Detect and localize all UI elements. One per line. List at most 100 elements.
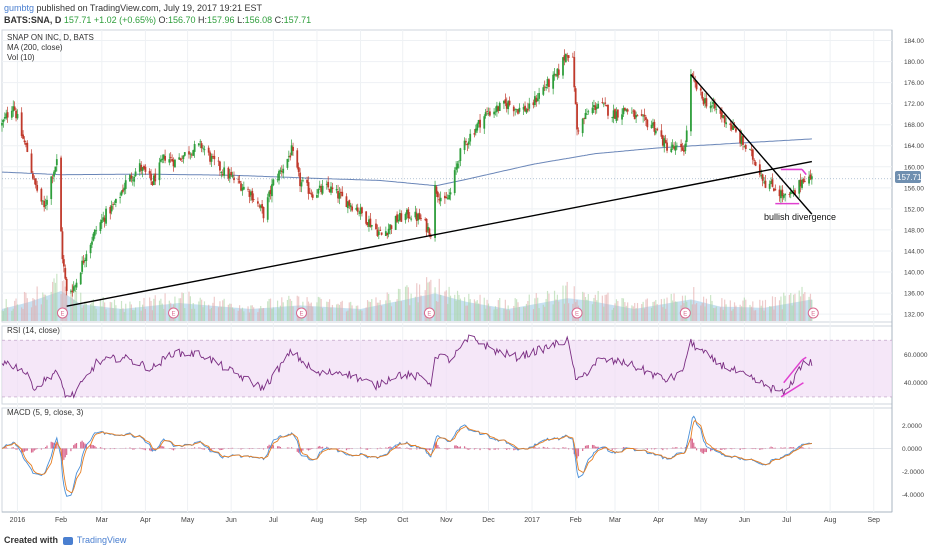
candle-body bbox=[458, 161, 460, 163]
x-tick-label: Feb bbox=[570, 517, 582, 524]
volume-bar bbox=[455, 300, 457, 321]
volume-bar bbox=[123, 312, 125, 321]
candle-body bbox=[53, 171, 55, 177]
macd-histogram-bar bbox=[593, 445, 595, 449]
volume-bar bbox=[7, 307, 9, 321]
candle-body bbox=[356, 207, 359, 212]
candle-body bbox=[713, 102, 716, 109]
macd-histogram-bar bbox=[455, 445, 457, 449]
volume-bar bbox=[219, 301, 221, 321]
macd-histogram-bar bbox=[276, 446, 279, 449]
bullish-divergence-annotation: bullish divergence bbox=[764, 212, 836, 222]
candle-body bbox=[616, 109, 619, 118]
macd-histogram-bar bbox=[673, 447, 675, 449]
footer-brand[interactable]: TradingView bbox=[76, 535, 127, 545]
candle-body bbox=[34, 178, 37, 186]
candle-body bbox=[607, 104, 609, 116]
volume-bar bbox=[485, 308, 487, 321]
volume-bar bbox=[515, 299, 518, 321]
volume-bar bbox=[760, 305, 762, 321]
x-tick-label: Jul bbox=[269, 517, 278, 524]
candle-body bbox=[272, 179, 275, 186]
publish-info: gumbtg published on TradingView.com, Jul… bbox=[4, 3, 262, 13]
volume-bar bbox=[371, 299, 373, 321]
volume-bar bbox=[397, 288, 400, 321]
volume-bar bbox=[594, 294, 596, 321]
candle-body bbox=[525, 109, 528, 113]
close-value: 157.71 bbox=[283, 15, 312, 25]
x-tick-label: Sep bbox=[867, 517, 880, 524]
author-link[interactable]: gumbtg bbox=[4, 3, 35, 13]
volume-bar bbox=[565, 285, 567, 321]
macd-histogram-bar bbox=[475, 448, 477, 450]
volume-bar bbox=[112, 308, 114, 321]
macd-histogram-bar bbox=[33, 448, 35, 451]
volume-bar bbox=[513, 305, 515, 321]
volume-bar bbox=[261, 308, 263, 321]
candle-body bbox=[217, 160, 220, 162]
candle-body bbox=[538, 93, 540, 99]
macd-histogram-bar bbox=[479, 448, 481, 451]
macd-histogram-bar bbox=[337, 448, 339, 450]
macd-histogram-bar bbox=[113, 448, 116, 450]
candle-body bbox=[394, 216, 397, 230]
candle-body bbox=[486, 111, 488, 112]
macd-histogram-bar bbox=[537, 447, 539, 449]
candle-body bbox=[384, 231, 387, 237]
earnings-marker bbox=[168, 307, 180, 319]
volume-bar bbox=[788, 294, 790, 321]
volume-bar bbox=[144, 309, 147, 321]
volume-bar bbox=[327, 301, 329, 321]
macd-histogram-bar bbox=[513, 448, 515, 451]
candle-body bbox=[498, 102, 501, 112]
volume-bar bbox=[376, 302, 379, 321]
candle-body bbox=[476, 123, 479, 131]
macd-tick-label: 0.0000 bbox=[902, 446, 922, 453]
candle-body bbox=[434, 184, 436, 238]
volume-bar bbox=[742, 300, 744, 321]
volume-bar bbox=[624, 302, 626, 321]
candle-body bbox=[228, 173, 231, 179]
volume-bar bbox=[317, 296, 319, 321]
volume-bar bbox=[568, 303, 570, 321]
x-tick-label: Jun bbox=[739, 517, 750, 524]
candle-body bbox=[183, 152, 186, 156]
volume-bar bbox=[269, 298, 272, 321]
candle-body bbox=[443, 195, 446, 199]
candle-body bbox=[781, 189, 784, 197]
candle-body bbox=[15, 110, 17, 119]
candle-body bbox=[148, 171, 151, 174]
macd-histogram-bar bbox=[742, 448, 744, 450]
volume-bar bbox=[15, 298, 17, 321]
candle-body bbox=[16, 113, 19, 119]
candle-body bbox=[453, 170, 456, 194]
volume-bar bbox=[418, 284, 421, 321]
volume-bar bbox=[178, 298, 180, 321]
volume-bar bbox=[508, 310, 511, 321]
candle-body bbox=[65, 278, 68, 292]
candle-body bbox=[789, 191, 792, 194]
macd-histogram-bar bbox=[15, 448, 17, 450]
candle-body bbox=[508, 100, 511, 105]
volume-bar bbox=[36, 286, 38, 321]
macd-histogram-bar bbox=[210, 448, 213, 450]
candle-body bbox=[751, 149, 754, 160]
candle-body bbox=[528, 103, 531, 109]
candle-body bbox=[424, 219, 427, 221]
volume-bar bbox=[524, 307, 526, 321]
macd-histogram-bar bbox=[151, 448, 154, 452]
candle-body bbox=[190, 154, 193, 156]
macd-histogram-bar bbox=[428, 448, 431, 451]
macd-histogram-bar bbox=[674, 447, 677, 449]
volume-bar bbox=[251, 305, 253, 321]
candle-body bbox=[112, 203, 114, 205]
volume-bar bbox=[655, 299, 657, 321]
candle-body bbox=[151, 181, 154, 186]
macd-histogram-bar bbox=[307, 448, 310, 451]
candle-body bbox=[418, 213, 421, 220]
candle-body bbox=[71, 290, 74, 293]
macd-histogram-bar bbox=[702, 448, 705, 454]
candle-body bbox=[699, 88, 702, 91]
earnings-marker-label: E bbox=[811, 312, 815, 318]
